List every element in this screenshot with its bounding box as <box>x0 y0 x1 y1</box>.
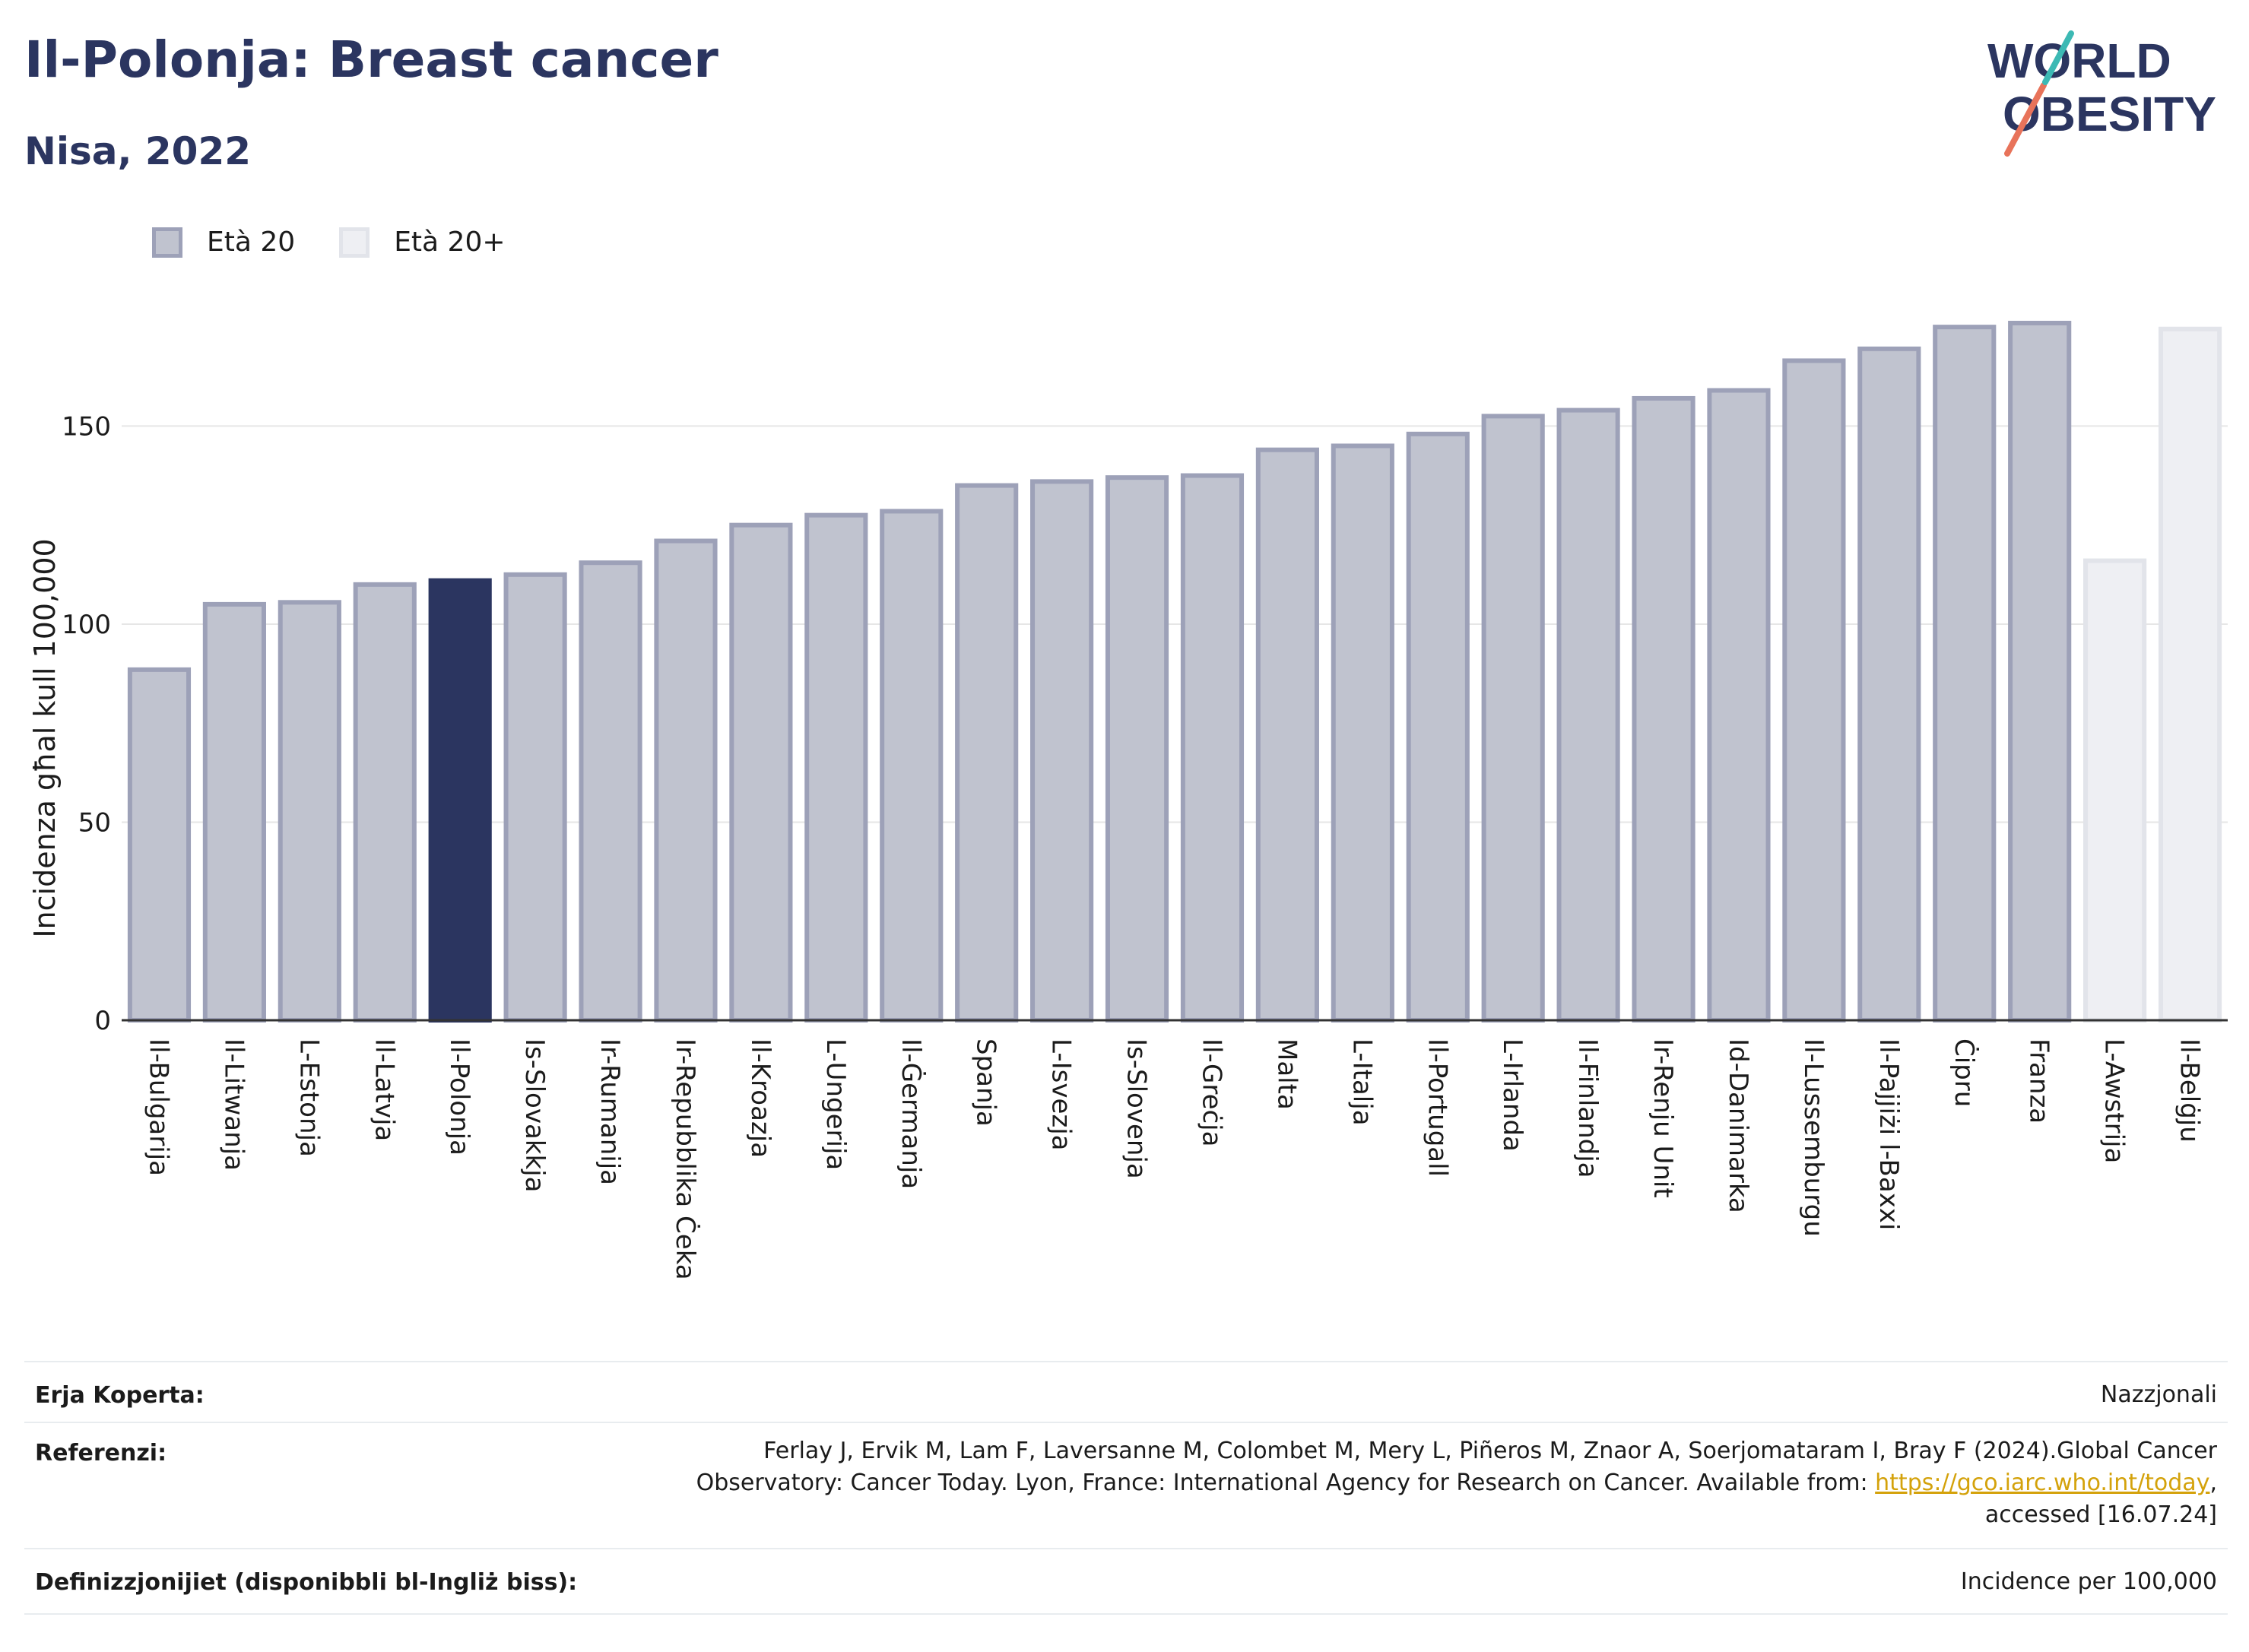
references-line-1: Ferlay J, Ervik M, Lam F, Laversanne M, … <box>763 1438 2217 1464</box>
references-label: Referenzi: <box>35 1440 167 1467</box>
legend-item-age-20-plus: Età 20+ <box>339 227 506 258</box>
definitions-value: Incidence per 100,000 <box>1960 1568 2217 1595</box>
references-line-2: Observatory: Cancer Today. Lyon, France:… <box>468 1467 2217 1499</box>
bar <box>1707 388 1771 1023</box>
bar <box>654 538 718 1023</box>
bar <box>2008 320 2072 1023</box>
x-tick-label: Ir-Repubblika Ċeka <box>670 1038 701 1280</box>
x-tick-label: Ċipru <box>1949 1038 1980 1107</box>
x-tick-label: Il-Finlandja <box>1572 1038 1603 1178</box>
bar <box>428 578 492 1023</box>
y-tick-label: 100 <box>62 610 111 640</box>
references-link[interactable]: https://gco.iarc.who.int/today <box>1875 1470 2210 1496</box>
x-tick-label: Ir-Rumanija <box>595 1038 625 1185</box>
bar <box>353 582 417 1023</box>
legend-swatch-age-20-plus <box>339 227 370 258</box>
footer-row-references: Referenzi: Ferlay J, Ervik M, Lam F, Lav… <box>24 1422 2228 1549</box>
world-obesity-logo: WORLD OBESITY <box>1984 30 2228 160</box>
chart-legend: Età 20 Età 20+ <box>152 227 550 258</box>
x-tick-label: Il-Polonja <box>444 1038 474 1156</box>
bar <box>202 601 266 1023</box>
legend-label-age-20: Età 20 <box>207 227 296 258</box>
bar <box>2158 326 2222 1023</box>
x-tick-label: Il-Ġermanja <box>896 1038 927 1189</box>
bar <box>1331 443 1394 1023</box>
references-value: Ferlay J, Ervik M, Lam F, Laversanne M, … <box>468 1435 2217 1531</box>
bar <box>127 667 192 1023</box>
logo-word-world: WORLD <box>1987 33 2171 88</box>
x-tick-label: Il-Pajjiżi l-Baxxi <box>1873 1038 1904 1230</box>
x-tick-label: Il-Kroazja <box>745 1038 776 1158</box>
coverage-value: Nazzjonali <box>2100 1381 2217 1408</box>
footer-row-definitions: Definizzjonijiet (disponibbli bl-Ingliż … <box>24 1548 2228 1615</box>
bar <box>880 509 944 1023</box>
x-tick-label: Ir-Renju Unit <box>1648 1038 1678 1198</box>
y-axis-label: Incidenza għal kull 100,000 <box>28 538 62 937</box>
bar <box>1556 407 1620 1023</box>
coverage-label: Erja Koperta: <box>35 1382 205 1409</box>
references-line-2-prefix: Observatory: Cancer Today. Lyon, France:… <box>696 1470 1876 1496</box>
bar <box>1105 475 1169 1023</box>
x-tick-label: Il-Lussemburgu <box>1798 1038 1829 1237</box>
x-tick-label: Is-Slovakkja <box>519 1038 550 1192</box>
x-tick-label: Malta <box>1271 1038 1302 1110</box>
bar <box>2083 558 2147 1023</box>
x-tick-label: L-Isvezja <box>1046 1038 1077 1151</box>
bar <box>804 512 868 1023</box>
bar <box>1255 447 1319 1023</box>
bar <box>1030 479 1094 1023</box>
x-tick-label: Il-Litwanja <box>218 1038 249 1171</box>
x-tick-label: Il-Bulgarija <box>143 1038 173 1176</box>
bar <box>955 483 1019 1023</box>
bar <box>1632 395 1695 1023</box>
footer-row-coverage: Erja Koperta: Nazzjonali <box>24 1361 2228 1423</box>
x-tick-label: L-Awstrija <box>2099 1038 2130 1163</box>
x-tick-label: L-Italja <box>1347 1038 1377 1126</box>
bar <box>729 522 793 1023</box>
bar-chart: 0 50 100 150 Incidenza għal kull 100,000 Il-B… <box>28 320 2228 1280</box>
references-line-2-suffix: , <box>2209 1470 2217 1496</box>
x-tick-label: Franza <box>2024 1038 2054 1124</box>
x-tick-label: Spanja <box>971 1038 1001 1127</box>
y-tick-label: 50 <box>78 807 111 838</box>
logo-slash-red <box>2004 82 2047 157</box>
bar <box>1180 473 1245 1023</box>
x-tick-label: L-Estonja <box>293 1038 324 1157</box>
bar <box>1933 325 1997 1023</box>
bar <box>1481 414 1545 1023</box>
legend-swatch-age-20 <box>152 227 182 258</box>
x-tick-label: Il-Latvja <box>369 1038 399 1141</box>
legend-item-age-20: Età 20 <box>152 227 295 258</box>
bar <box>1406 431 1470 1023</box>
x-tick-label: Il-Greċja <box>1196 1038 1226 1146</box>
bar <box>1857 346 1921 1023</box>
references-line-3: accessed [16.07.24] <box>1984 1501 2217 1528</box>
bar <box>579 560 642 1023</box>
definitions-label: Definizzjonijiet (disponibbli bl-Ingliż … <box>35 1569 578 1596</box>
x-tick-label: Id-Danimarka <box>1723 1038 1753 1213</box>
page-title: Il-Polonja: Breast cancer <box>24 30 718 89</box>
x-tick-label: L-Ungerija <box>820 1038 851 1170</box>
logo-slash-teal <box>2042 30 2074 85</box>
bar <box>503 572 567 1023</box>
bar <box>278 600 341 1023</box>
page-subtitle: Nisa, 2022 <box>24 129 252 173</box>
y-tick-label: 150 <box>62 411 111 442</box>
x-tick-label: L-Irlanda <box>1497 1038 1527 1152</box>
x-tick-label: Is-Slovenja <box>1121 1038 1152 1179</box>
bar <box>1782 358 1846 1023</box>
legend-label-age-20-plus: Età 20+ <box>394 227 506 258</box>
y-tick-label: 0 <box>94 1006 111 1036</box>
x-tick-label: Il-Belġju <box>2174 1038 2205 1143</box>
x-tick-label: Il-Portugall <box>1422 1038 1452 1177</box>
